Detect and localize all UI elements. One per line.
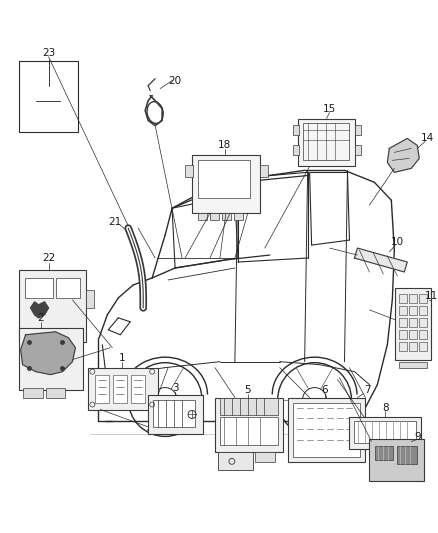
Bar [399, 330, 406, 339]
Text: 23: 23 [42, 48, 55, 58]
Text: 22: 22 [42, 253, 55, 263]
Bar [46, 387, 65, 398]
Bar [374, 446, 392, 461]
Bar [292, 125, 298, 135]
Bar [217, 453, 252, 470]
Bar [219, 398, 277, 416]
Text: 2: 2 [37, 313, 44, 323]
Bar [297, 118, 355, 166]
Polygon shape [31, 302, 49, 318]
Bar [198, 213, 206, 220]
Bar [18, 328, 83, 390]
Bar [292, 402, 360, 457]
Bar [408, 330, 416, 339]
Bar [222, 213, 230, 220]
Polygon shape [386, 139, 418, 172]
Bar [131, 375, 145, 402]
Bar [408, 318, 416, 327]
Text: 5: 5 [244, 385, 251, 394]
Bar [418, 330, 426, 339]
Text: 10: 10 [390, 237, 403, 247]
Bar [353, 422, 415, 443]
Bar [418, 294, 426, 303]
Bar [408, 294, 416, 303]
Text: 14: 14 [420, 133, 433, 143]
Text: 15: 15 [322, 103, 336, 114]
Bar [86, 290, 94, 308]
Bar [368, 439, 423, 481]
Bar [355, 146, 360, 156]
Text: 7: 7 [363, 385, 370, 394]
Bar [254, 453, 274, 462]
Bar [418, 306, 426, 315]
Bar [408, 306, 416, 315]
Bar [418, 318, 426, 327]
Polygon shape [353, 248, 406, 272]
Text: 9: 9 [413, 432, 420, 442]
Bar [399, 362, 426, 368]
Bar [287, 398, 364, 462]
Bar [153, 400, 194, 427]
Bar [399, 342, 406, 351]
Bar [191, 156, 259, 213]
Bar [355, 125, 360, 135]
Bar [219, 417, 277, 446]
Bar [148, 394, 202, 434]
Bar [399, 306, 406, 315]
Text: 3: 3 [171, 383, 178, 393]
Bar [23, 342, 38, 350]
Bar [185, 165, 193, 177]
Text: 21: 21 [109, 217, 122, 227]
Bar [349, 417, 420, 449]
Text: 18: 18 [218, 140, 231, 150]
Text: 6: 6 [321, 385, 327, 394]
Bar [418, 342, 426, 351]
Bar [209, 213, 219, 220]
Bar [399, 318, 406, 327]
Text: 1: 1 [119, 353, 125, 362]
Bar [23, 387, 42, 398]
Bar [198, 160, 249, 198]
Bar [18, 270, 86, 342]
Bar [215, 398, 282, 453]
Bar [18, 61, 78, 133]
Bar [42, 342, 57, 350]
Bar [408, 342, 416, 351]
Bar [292, 146, 298, 156]
Bar [57, 278, 80, 298]
Bar [302, 124, 349, 160]
Text: 20: 20 [168, 76, 181, 86]
Bar [62, 342, 77, 350]
Bar [95, 375, 109, 402]
Bar [394, 288, 430, 360]
Text: 8: 8 [381, 402, 388, 413]
Bar [88, 368, 158, 409]
Polygon shape [21, 332, 75, 375]
Bar [399, 294, 406, 303]
Bar [233, 213, 242, 220]
Bar [113, 375, 127, 402]
Bar [396, 446, 416, 464]
Text: 11: 11 [424, 291, 437, 301]
Bar [25, 278, 53, 298]
Bar [259, 165, 267, 177]
